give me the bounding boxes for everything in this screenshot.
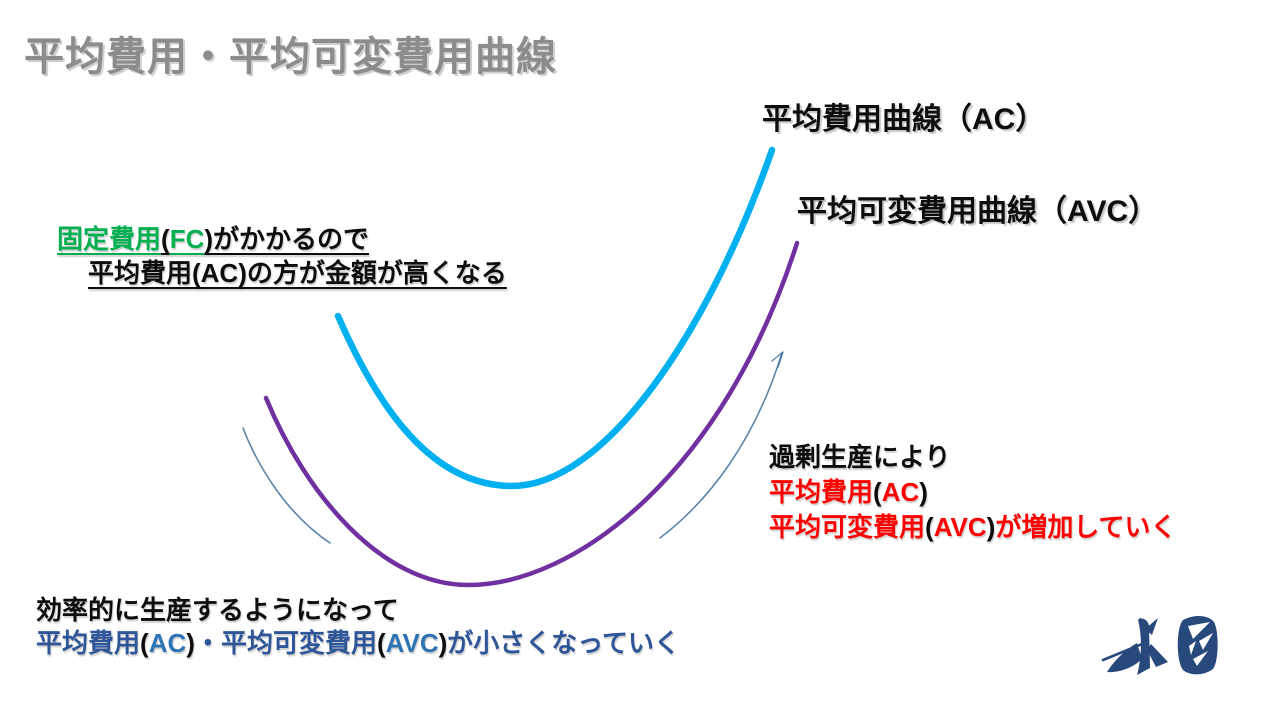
efficiency-note-line1: 効率的に生産するようになって: [36, 594, 680, 627]
note-segment: が小さくなっていく: [447, 628, 680, 658]
overproduction-note-line3: 平均可変費用(AVC)が増加していく: [769, 510, 1177, 545]
note-segment: が増加していく: [995, 512, 1177, 542]
note-segment: 平均費用(AC)の方が金額が高くなる: [88, 258, 507, 288]
note-segment: 固定費用: [57, 224, 162, 254]
logo-left-leg: [1107, 643, 1142, 673]
logo-square-cut3: [1189, 641, 1196, 655]
note-segment: 平均費用: [36, 628, 141, 658]
fixed-cost-note: 固定費用(FC)がかかるので 平均費用(AC)の方が金額が高くなる: [57, 222, 507, 290]
logo-right-leg: [1147, 644, 1168, 667]
note-segment: (: [140, 628, 149, 658]
fixed-cost-note-line2: 平均費用(AC)の方が金額が高くなる: [57, 256, 507, 290]
efficiency-note-line2: 平均費用(AC)・平均可変費用(AVC)が小さくなっていく: [36, 627, 680, 660]
avc-curve-label: 平均可変費用曲線（AVC）: [797, 195, 1159, 228]
fixed-cost-note-line1: 固定費用(FC)がかかるので: [57, 222, 507, 256]
logo-vertical-stroke: [1137, 618, 1150, 675]
channel-logo-icon: [1101, 616, 1218, 675]
note-segment: (: [873, 477, 882, 507]
overproduction-note-line2: 平均費用(AC): [769, 475, 1177, 510]
ac-curve: [334, 146, 776, 490]
avc-curve: [263, 240, 800, 588]
note-segment: (: [161, 224, 170, 254]
overproduction-note: 過剰生産により 平均費用(AC) 平均可変費用(AVC)が増加していく: [769, 440, 1177, 545]
logo-square: [1177, 616, 1218, 675]
note-segment: 過剰生産により: [769, 442, 951, 472]
note-segment: 平均可変費用: [769, 512, 926, 542]
note-segment: (: [925, 512, 934, 542]
note-segment: ): [986, 512, 996, 542]
note-segment: ): [186, 628, 195, 658]
logo-square-cut1: [1188, 622, 1210, 639]
logo-square-cut4: [1193, 651, 1208, 666]
note-segment: 平均費用: [769, 477, 874, 507]
logo-square-cut2: [1199, 633, 1213, 650]
page-title: 平均費用・平均可変費用曲線: [24, 35, 557, 79]
increase-arrowhead-icon: [771, 351, 784, 368]
note-segment: ・: [194, 628, 221, 658]
ac-curve-label: 平均費用曲線（AC）: [762, 103, 1046, 136]
efficiency-note: 効率的に生産するようになって 平均費用(AC)・平均可変費用(AVC)が小さくな…: [36, 594, 680, 660]
note-segment: AC: [148, 628, 187, 658]
logo-crossbar: [1101, 640, 1149, 662]
overproduction-note-line1: 過剰生産により: [769, 440, 1177, 475]
note-segment: ): [438, 628, 448, 658]
logo-top-prong: [1145, 618, 1158, 635]
note-segment: 効率的に生産するようになって: [36, 595, 399, 625]
note-segment: AVC: [385, 628, 439, 658]
note-segment: AC: [881, 477, 920, 507]
note-segment: ): [919, 477, 928, 507]
note-segment: AVC: [933, 512, 987, 542]
increase-pen-arrow: [659, 352, 783, 539]
note-segment: (: [376, 628, 386, 658]
note-segment: 平均可変費用: [220, 628, 377, 658]
note-segment: FC: [169, 224, 205, 254]
note-segment: ): [204, 224, 214, 254]
decrease-pen-stroke: [242, 427, 331, 544]
note-segment: がかかるので: [213, 224, 370, 254]
